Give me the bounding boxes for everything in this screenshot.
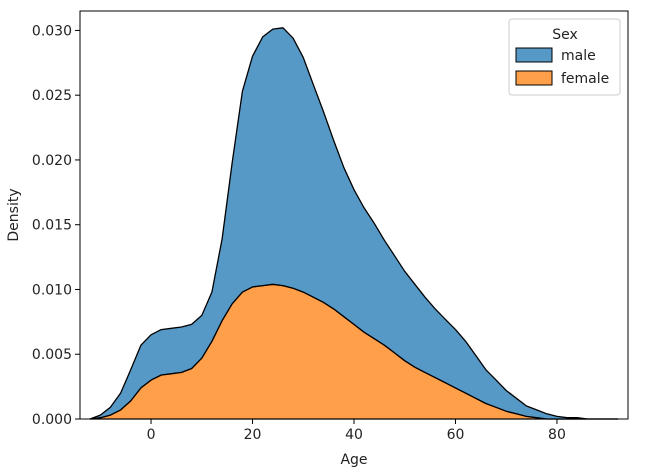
x-axis-label: Age [340,452,367,468]
x-tick-label: 20 [244,427,262,443]
y-tick-label: 0.005 [32,347,72,363]
y-tick-label: 0.020 [32,153,72,169]
legend-swatch-male [515,47,553,63]
legend: Sex male female [508,18,621,96]
legend-label-male: male [561,48,596,64]
x-tick-label: 0 [147,427,156,443]
y-tick-label: 0.015 [32,218,72,234]
legend-swatch-female [515,70,553,86]
x-tick-label: 40 [345,427,363,443]
x-tick-label: 80 [548,427,566,443]
x-axis: 0 20 40 60 80 [147,419,566,443]
y-tick-label: 0.030 [32,23,72,39]
legend-label-female: female [561,71,609,87]
y-tick-label: 0.000 [32,412,72,428]
x-tick-label: 60 [447,427,465,443]
y-tick-label: 0.010 [32,282,72,298]
y-axis-label: Density [6,188,22,241]
y-tick-label: 0.025 [32,88,72,104]
y-axis: 0.000 0.005 0.010 0.015 0.020 0.025 0.030 [32,23,80,428]
legend-title: Sex [552,27,578,43]
